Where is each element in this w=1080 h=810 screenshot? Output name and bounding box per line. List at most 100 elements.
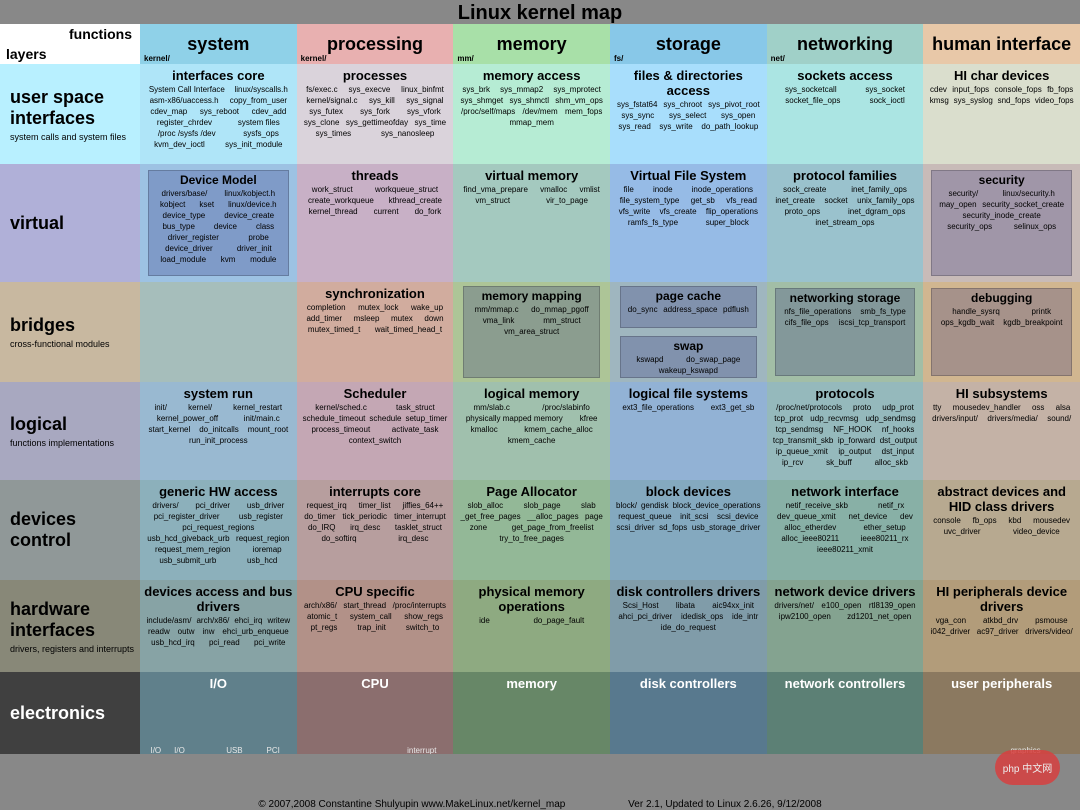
symbol: setup_timer	[405, 414, 447, 423]
symbol: flip_operations	[706, 207, 758, 216]
subsystem-title: processes	[301, 68, 450, 83]
symbol: timer_list	[359, 501, 391, 510]
symbol: do_sync	[628, 305, 658, 314]
symbol: ieee80211_xmit	[817, 545, 873, 554]
subsystem-title: HI peripherals device drivers	[927, 584, 1076, 614]
row-header-0: user space interfacessystem calls and sy…	[0, 64, 140, 164]
cell-r0-c4: sockets accesssys_socketcallsys_socketso…	[767, 64, 924, 164]
symbol: ip_rcv	[782, 458, 803, 467]
subsystem-title: Page Allocator	[457, 484, 606, 499]
symbol: request_region	[236, 534, 289, 543]
symbol: cdev	[930, 85, 947, 94]
symbol: usb_hcd_giveback_urb	[147, 534, 229, 543]
symbol: unix_family_ops	[857, 196, 914, 205]
symbol: mutex_lock	[358, 303, 398, 312]
symbol: atomic_t	[307, 612, 337, 621]
symbol: wait_timed_head_t	[375, 325, 442, 334]
symbol: fs/exec.c	[306, 85, 338, 94]
symbol: slob_alloc	[468, 501, 504, 510]
symbol: trap_init	[357, 623, 385, 632]
symbol: init_scsi	[680, 512, 708, 521]
cell-r6-c0: I/OI/OmemI/OportsDMAUSBcontrollerPCIcont…	[140, 672, 297, 754]
col-header-0: systemkernel/	[140, 24, 297, 64]
symbol: smb_fs_type	[860, 307, 905, 316]
symbol: physically mapped memory	[466, 414, 563, 423]
symbol: selinux_ops	[1014, 222, 1056, 231]
symbol: arch/x86/	[304, 601, 337, 610]
symbol: mousedev_handler	[953, 403, 1021, 412]
symbol: vfs_write	[619, 207, 651, 216]
cell-r1-c1: threadswork_structworkqueue_structcreate…	[297, 164, 454, 282]
symbol: sys_read	[618, 122, 650, 131]
subsystem-title: interrupts core	[301, 484, 450, 499]
symbol: rtl8139_open	[869, 601, 916, 610]
symbol: kvm	[221, 255, 236, 264]
symbol: sys_fork	[360, 107, 390, 116]
symbol: pci_request_regions	[182, 523, 254, 532]
symbol: security/	[948, 189, 978, 198]
symbol: video_device	[1013, 527, 1060, 536]
symbol: inet_stream_ops	[815, 218, 874, 227]
symbol: snd_fops	[998, 96, 1030, 105]
symbol: i042_driver	[931, 627, 971, 636]
symbol: do_softirq	[321, 534, 356, 543]
symbol: device_driver	[165, 244, 213, 253]
symbol: kgdb_breakpoint	[1003, 318, 1062, 327]
symbol: wake_up	[411, 303, 443, 312]
module-box: swapkswapddo_swap_pagewakeup_kswapd	[620, 336, 757, 378]
symbol: do_fork	[415, 207, 442, 216]
symbol: e100_open	[821, 601, 861, 610]
symbol: request_irq	[307, 501, 347, 510]
symbol: schedule_timeout	[303, 414, 366, 423]
symbol: kset	[199, 200, 214, 209]
symbol: usb_driver	[247, 501, 284, 510]
symbol: sk_buff	[826, 458, 852, 467]
cell-r4-c3: block devicesblock/gendiskblock_device_o…	[610, 480, 767, 580]
cell-r1-c0: Device Modeldrivers/base/linux/kobject.h…	[140, 164, 297, 282]
symbol: drivers/net/	[774, 601, 814, 610]
subsystem-title: generic HW access	[144, 484, 293, 499]
cell-r3-c4: protocols/proc/net/protocolsprotoudp_pro…	[767, 382, 924, 480]
symbol: jiffies_64++	[403, 501, 444, 510]
symbol: workqueue_struct	[375, 185, 438, 194]
symbol: security_ops	[947, 222, 992, 231]
cell-r5-c2: physical memory operationsidedo_page_fau…	[453, 580, 610, 672]
symbol: module	[250, 255, 276, 264]
symbol: sys_time	[415, 118, 447, 127]
symbol: sys_clone	[304, 118, 340, 127]
symbol: start_thread	[343, 601, 386, 610]
row-header-5: hardware interfacesdrivers, registers an…	[0, 580, 140, 672]
symbol: pdflush	[723, 305, 749, 314]
symbol: schedule	[369, 414, 401, 423]
module-box: page cachedo_syncaddress_spacepdflush	[620, 286, 757, 328]
symbol: show_regs	[404, 612, 443, 621]
subsystem-title: disk controllers drivers	[614, 584, 763, 599]
symbol: sys_mmap2	[500, 85, 543, 94]
module-box: securitysecurity/linux/security.hmay_ope…	[931, 170, 1072, 276]
symbol: kernel/signal.c	[306, 96, 357, 105]
symbol: kfree	[580, 414, 598, 423]
symbol: pt_regs	[311, 623, 338, 632]
symbol: sysfs_ops	[243, 129, 279, 138]
symbol: asm-x86/uaccess.h	[150, 96, 219, 105]
symbol: sys_nanosleep	[381, 129, 434, 138]
footer-copyright: © 2007,2008 Constantine Shulyupin www.Ma…	[258, 799, 565, 810]
symbol: vmalloc	[540, 185, 567, 194]
subsystem-title: interfaces core	[144, 68, 293, 83]
symbol: cdev_add	[252, 107, 287, 116]
col-header-3: storagefs/	[610, 24, 767, 64]
subsystem-title: protocol families	[771, 168, 920, 183]
cell-r2-c1: synchronizationcompletionmutex_lockwake_…	[297, 282, 454, 382]
subsystem-title: abstract devices and HID class drivers	[927, 484, 1076, 514]
symbol: dst_output	[880, 436, 917, 445]
subsystem-title: logical file systems	[614, 386, 763, 401]
cell-r3-c0: system runinit/kernel/kernel_restartkern…	[140, 382, 297, 480]
symbol: mmap_mem	[509, 118, 553, 127]
symbol: kernel/sched.c	[315, 403, 367, 412]
symbol: linux/kobject.h	[224, 189, 275, 198]
symbol: cdev_map	[150, 107, 187, 116]
symbol: NF_HOOK	[833, 425, 872, 434]
symbol: sys_reboot	[200, 107, 239, 116]
symbol: sys_pivot_root	[708, 100, 760, 109]
symbol: slob_page	[524, 501, 561, 510]
